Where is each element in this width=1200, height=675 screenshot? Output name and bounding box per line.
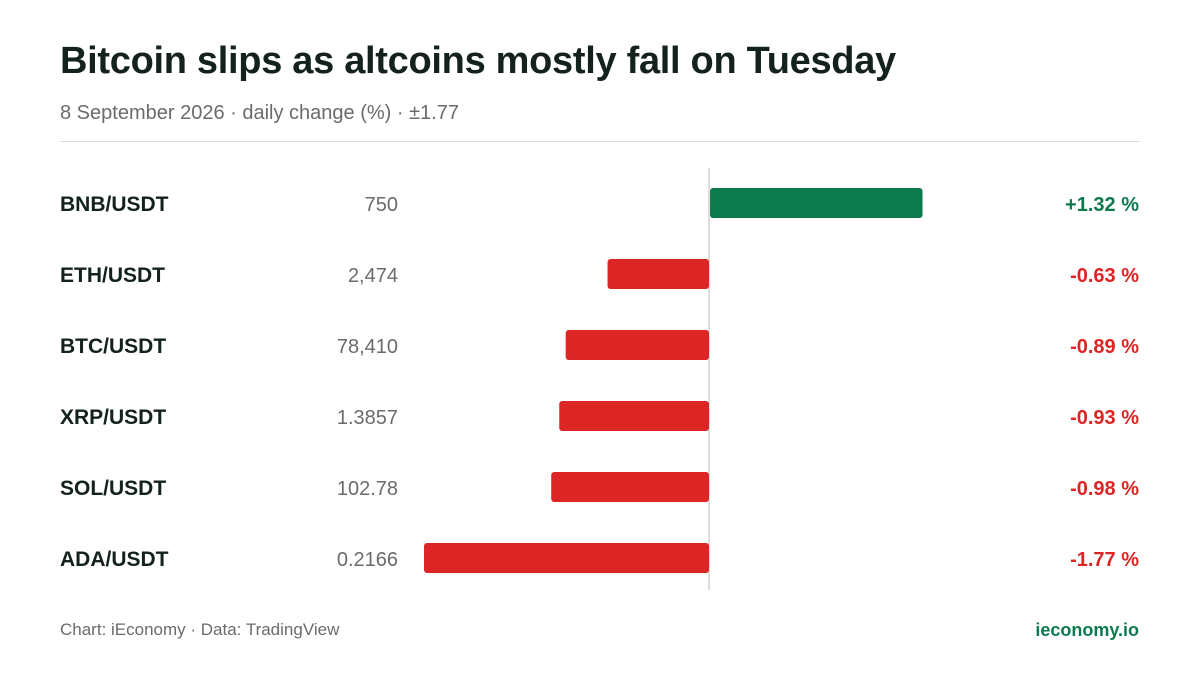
chart-subtitle: 8 September 2026 · daily change (%) · ±1… [60, 102, 459, 124]
bar-positive [710, 188, 923, 218]
price-label: 1.3857 [337, 407, 398, 429]
price-label: 78,410 [337, 336, 398, 358]
price-label: 102.78 [337, 478, 398, 500]
bar-negative [565, 330, 709, 360]
price-label: 0.2166 [337, 549, 398, 571]
change-label: -0.63 % [1070, 265, 1139, 287]
change-label: -0.93 % [1070, 407, 1139, 429]
change-label: -0.98 % [1070, 478, 1139, 500]
chart-source: Chart: iEconomy · Data: TradingView [60, 620, 340, 639]
change-label: -1.77 % [1070, 549, 1139, 571]
bar-negative [607, 259, 709, 289]
price-label: 2,474 [348, 265, 398, 287]
pair-label: ADA/USDT [60, 548, 169, 571]
pair-label: BTC/USDT [60, 335, 166, 358]
header-divider [60, 141, 1140, 142]
change-label: +1.32 % [1065, 194, 1139, 216]
bar-negative [559, 401, 709, 431]
pair-label: BNB/USDT [60, 193, 169, 216]
pair-label: XRP/USDT [60, 406, 166, 429]
price-label: 750 [365, 194, 398, 216]
pair-label: ETH/USDT [60, 264, 165, 287]
change-label: -0.89 % [1070, 336, 1139, 358]
bar-negative [424, 543, 709, 573]
site-link[interactable]: ieconomy.io [1035, 620, 1139, 640]
bar-negative [551, 472, 709, 502]
pair-label: SOL/USDT [60, 477, 166, 500]
chart-title: Bitcoin slips as altcoins mostly fall on… [60, 40, 896, 82]
